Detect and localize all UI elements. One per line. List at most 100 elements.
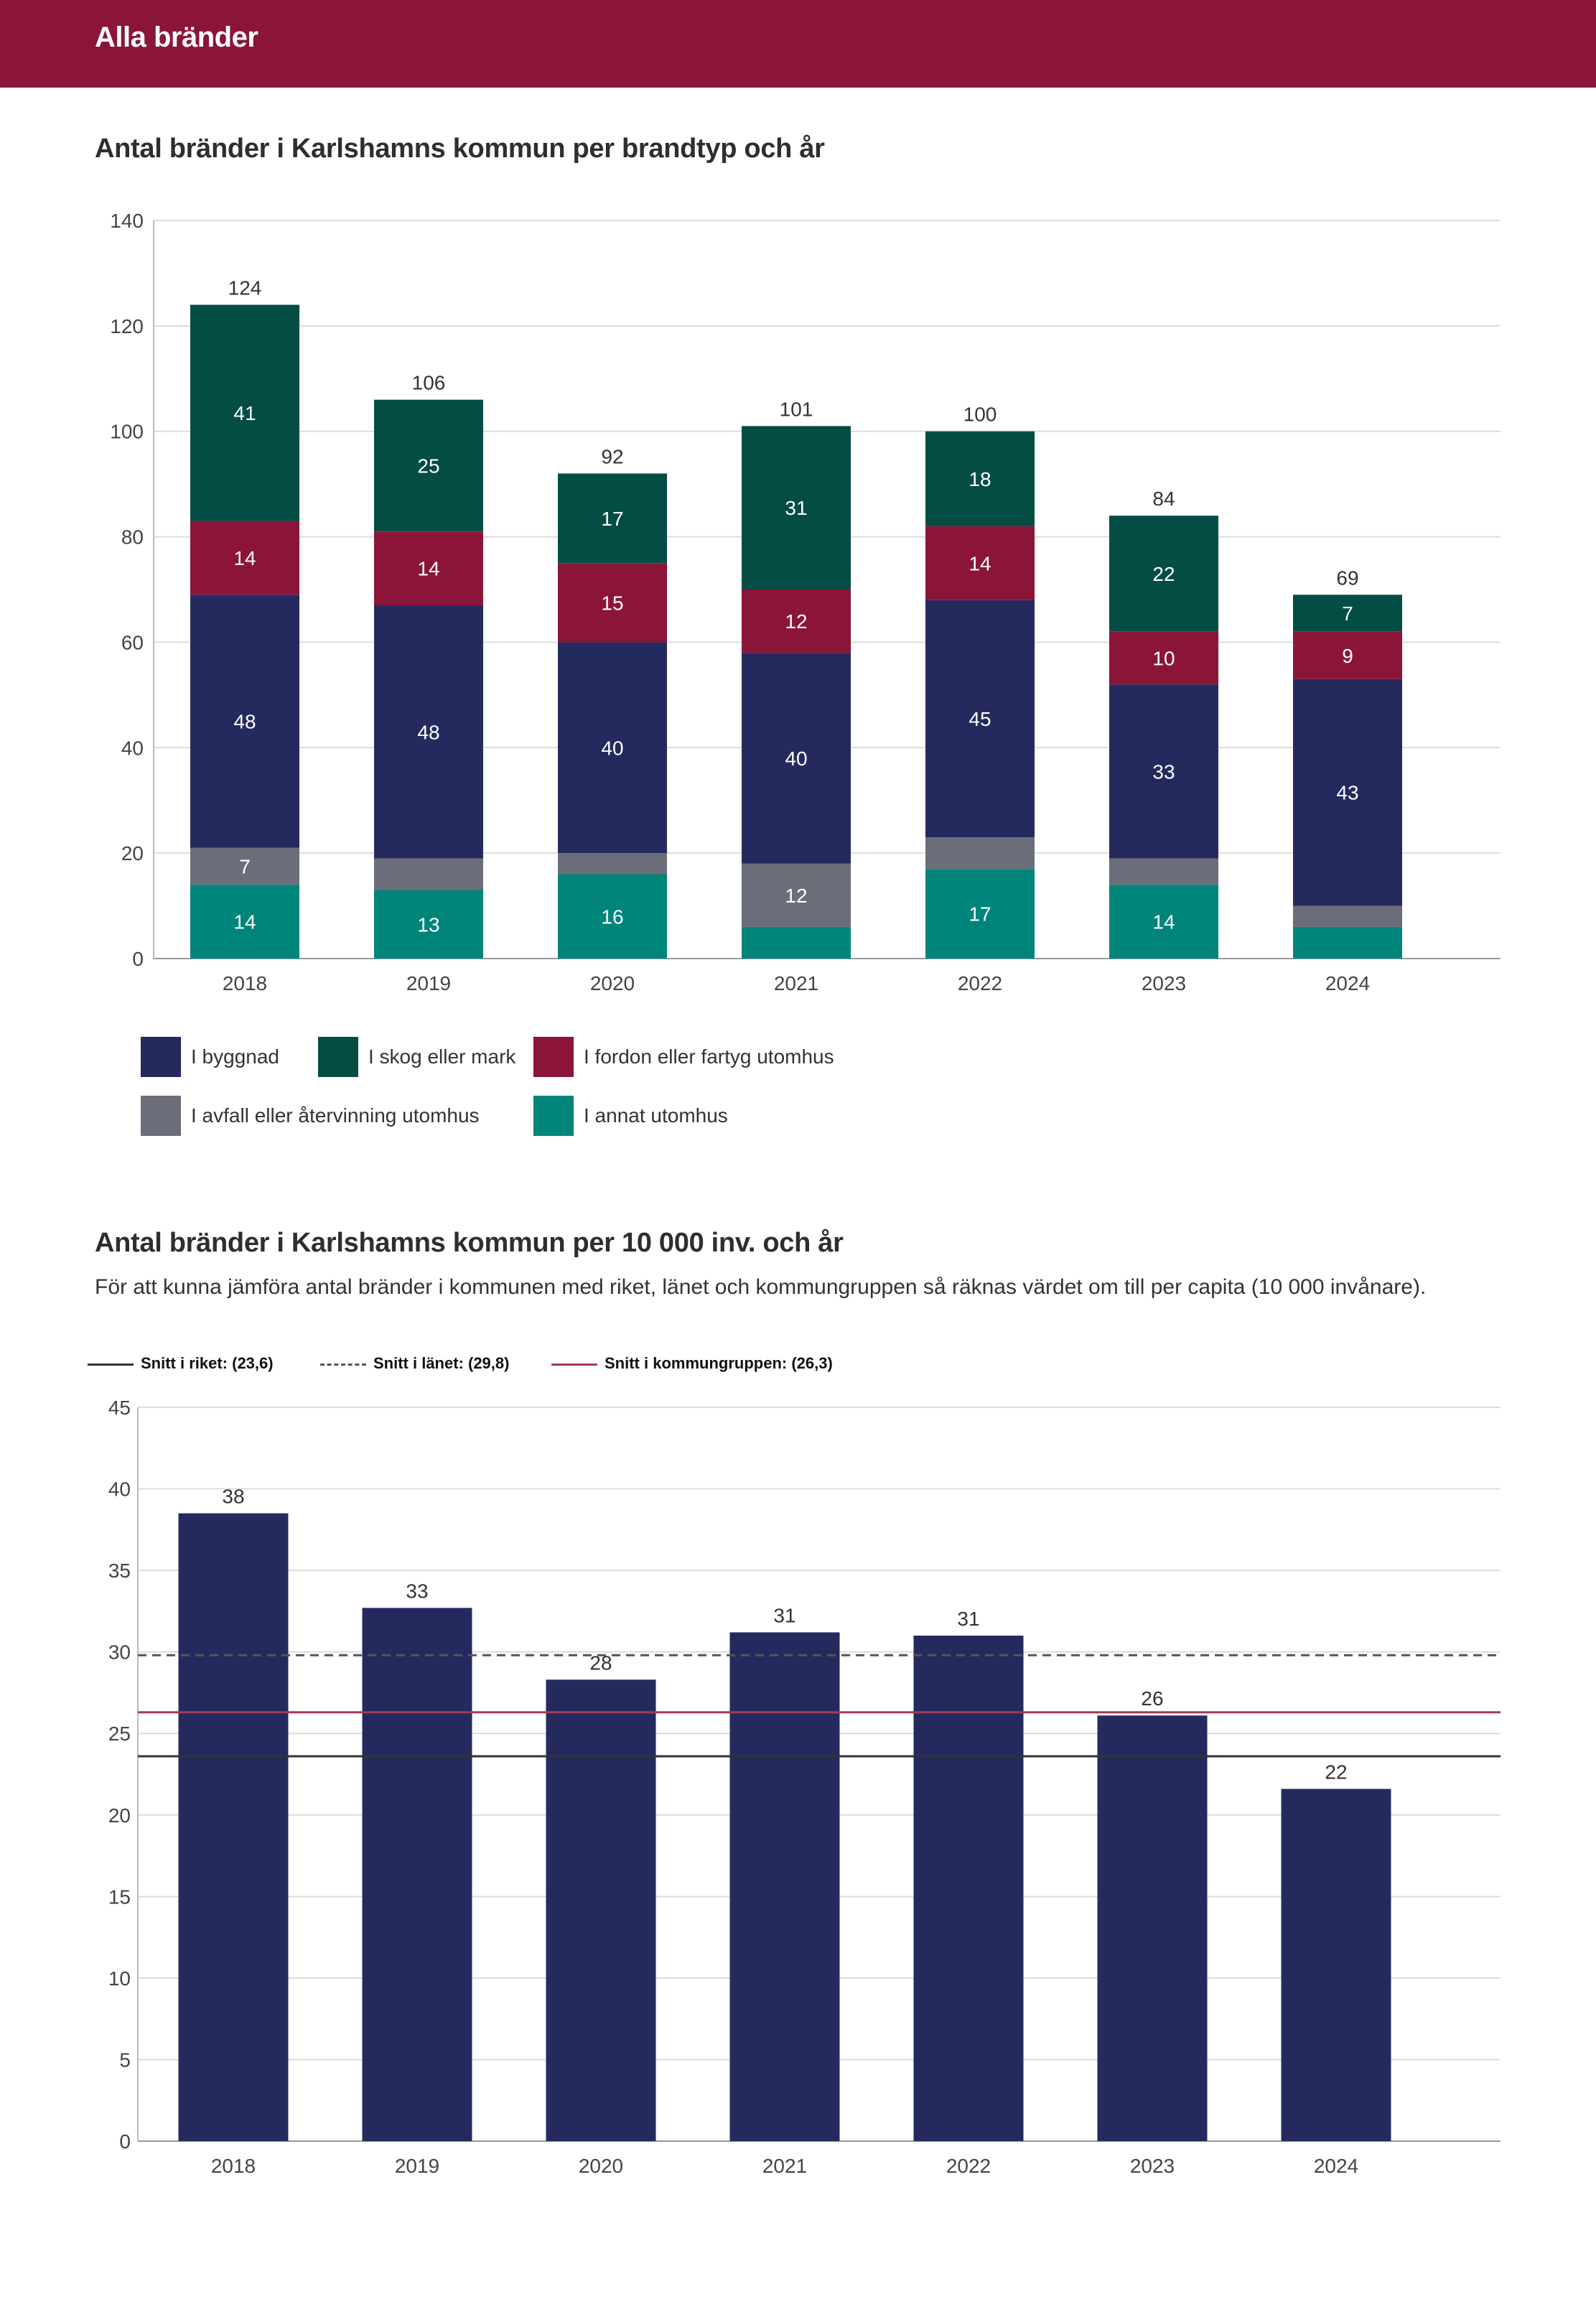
bar [362,1608,472,2141]
reference-legend-line [320,1364,366,1366]
total-label: 106 [412,372,446,394]
bar [178,1513,289,2141]
segment-label: 17 [969,903,991,926]
x-tick-label: 2020 [590,972,635,994]
segment-label: 18 [969,468,991,490]
y-tick-label: 40 [108,1478,131,1501]
x-tick-label: 2018 [211,2155,256,2177]
segment-label: 7 [1342,602,1353,625]
y-tick-label: 45 [108,1397,131,1419]
reference-legend-label: Snitt i kommungruppen: (26,3) [605,1354,833,1372]
bar-segment [925,431,1035,526]
bar-segment [1293,926,1402,959]
x-tick-label: 2019 [395,2155,439,2177]
bar-segment [558,874,667,959]
legend-swatch [533,1096,574,1136]
segment-label: 10 [1152,647,1175,669]
y-tick-label: 60 [121,631,144,653]
legend-label: I annat utomhus [584,1104,728,1127]
segment-label: 14 [417,558,439,580]
bar-segment [742,926,851,959]
bar-segment [925,869,1035,959]
bar-segment [374,531,483,606]
total-label: 84 [1152,488,1175,510]
bar-segment [374,858,483,890]
segment-label: 14 [233,911,256,933]
bar-segment [742,589,851,653]
segment-label: 14 [969,552,991,574]
segment-label: 14 [233,547,256,569]
total-label: 101 [780,398,813,420]
x-tick-label: 2023 [1142,972,1186,994]
header-band [0,0,1596,88]
bar-segment [558,563,667,643]
bar-segment [742,426,851,589]
reference-legend-line [88,1364,134,1366]
reference-legend-label: Snitt i länet: (29,8) [373,1354,510,1372]
bar-segment [1293,905,1402,927]
x-tick-label: 2022 [946,2155,991,2177]
segment-label: 31 [785,497,807,519]
legend-label: I fordon eller fartyg utomhus [584,1045,834,1068]
bar-segment [190,847,299,885]
segment-label: 25 [417,455,439,477]
x-tick-label: 2020 [579,2155,623,2177]
bar-segment [1293,679,1402,906]
bar-value-label: 22 [1325,1761,1347,1783]
legend-swatch [533,1037,574,1077]
total-label: 100 [963,404,997,426]
bar-segment [1109,631,1218,685]
segment-label: 48 [417,721,439,743]
legend-label: I byggnad [191,1045,279,1068]
y-tick-label: 80 [121,526,144,549]
segment-label: 45 [969,708,991,730]
bar-segment [558,473,667,564]
bar-segment [190,304,299,521]
bar-value-label: 31 [773,1604,795,1626]
legend-swatch [141,1037,181,1077]
bar-segment [190,885,299,959]
bar [546,1679,656,2141]
x-tick-label: 2021 [762,2155,807,2177]
segment-label: 40 [785,747,807,770]
bar-segment [558,853,667,875]
bar-segment [925,837,1035,870]
y-tick-label: 0 [132,948,144,970]
bar [1097,1715,1208,2141]
segment-label: 14 [1152,911,1175,933]
bar-segment [742,653,851,864]
segment-label: 33 [1152,760,1175,783]
bar-segment [1109,885,1218,959]
segment-label: 13 [417,913,439,936]
legend-swatch [318,1037,358,1077]
bar-segment [190,521,299,595]
x-tick-label: 2024 [1325,972,1370,994]
y-tick-label: 20 [108,1804,131,1827]
bar-segment [374,605,483,859]
chart2-title: Antal bränder i Karlshamns kommun per 10… [95,1228,844,1258]
legend-swatch [141,1096,181,1136]
y-tick-label: 5 [119,2049,131,2071]
bar-segment [925,600,1035,838]
y-tick-label: 25 [108,1723,131,1745]
legend-label: I skog eller mark [368,1045,516,1068]
total-label: 69 [1336,567,1358,589]
y-tick-label: 10 [108,1967,131,1990]
total-label: 92 [601,445,623,467]
y-tick-label: 140 [110,210,144,232]
bar-segment [374,399,483,532]
y-tick-label: 30 [108,1641,131,1664]
segment-label: 17 [601,508,623,530]
bar-value-label: 26 [1141,1687,1163,1710]
bar-segment [742,863,851,927]
y-tick-label: 15 [108,1886,131,1908]
x-tick-label: 2022 [958,972,1002,994]
bar-value-label: 33 [406,1580,428,1602]
segment-label: 16 [601,905,623,928]
x-tick-label: 2021 [774,972,818,994]
bar-segment [190,595,299,848]
bar [913,1635,1024,2141]
bar-segment [374,890,483,959]
stacked-bar-chart: 0 20 40 60 80 100 120 140 14 7 48 14 41 124 2018 13 48 14… [110,210,1501,994]
bar-segment [1109,858,1218,885]
